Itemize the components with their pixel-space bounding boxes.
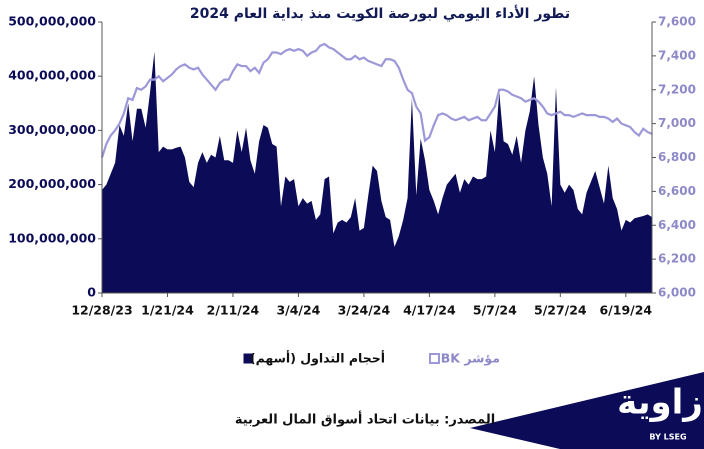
index-line [100,42,653,158]
y2-tick-label: 6,800 [658,150,696,164]
x-tick-label: 4/17/24 [403,303,456,318]
x-tick-label: 5/27/24 [534,303,587,318]
x-tick-label: 3/24/24 [338,303,391,318]
y2-tick-label: 7,600 [658,15,696,29]
source: المصدر: بيانات اتحاد أسواق المال العربية [235,411,495,428]
x-tick-label: 6/19/24 [599,303,652,318]
x-tick-label: 5/7/24 [473,303,517,318]
y2-tick-label: 7,400 [658,48,696,62]
y2-tick-label: 6,200 [658,252,696,266]
x-tick-label: 3/4/24 [276,303,320,318]
legend-swatch [429,353,440,364]
volume-area [102,51,652,294]
logo-band [470,372,704,449]
y-tick-label: 400,000,000 [8,68,96,83]
y-tick-label: 0 [87,285,96,300]
x-tick-label: 12/28/23 [71,303,132,318]
y-tick-label: 100,000,000 [8,230,96,245]
x-tick-label: 2/11/24 [207,303,260,318]
y-tick-label: 300,000,000 [8,122,96,137]
y-tick-label: 200,000,000 [8,176,96,191]
chart-title: تطور الأداء اليومي لبورصة الكويت منذ بدا… [190,5,570,22]
logo-tagline: BY LSEG [649,433,686,442]
legend-label: مؤشر BK [441,351,500,366]
logo-name: زاوية [617,383,703,423]
y2-tick-label: 6,400 [658,218,696,232]
x-tick-label: 1/21/24 [141,303,194,318]
y2-tick-label: 6,600 [658,184,696,198]
legend-label: أحجام التداول (أسهم) [250,350,385,367]
legend-swatch [243,353,254,364]
y2-tick-label: 7,000 [658,116,696,130]
y2-tick-label: 6,000 [658,286,696,300]
y-tick-label: 500,000,000 [8,14,96,29]
y2-tick-label: 7,200 [658,82,696,96]
